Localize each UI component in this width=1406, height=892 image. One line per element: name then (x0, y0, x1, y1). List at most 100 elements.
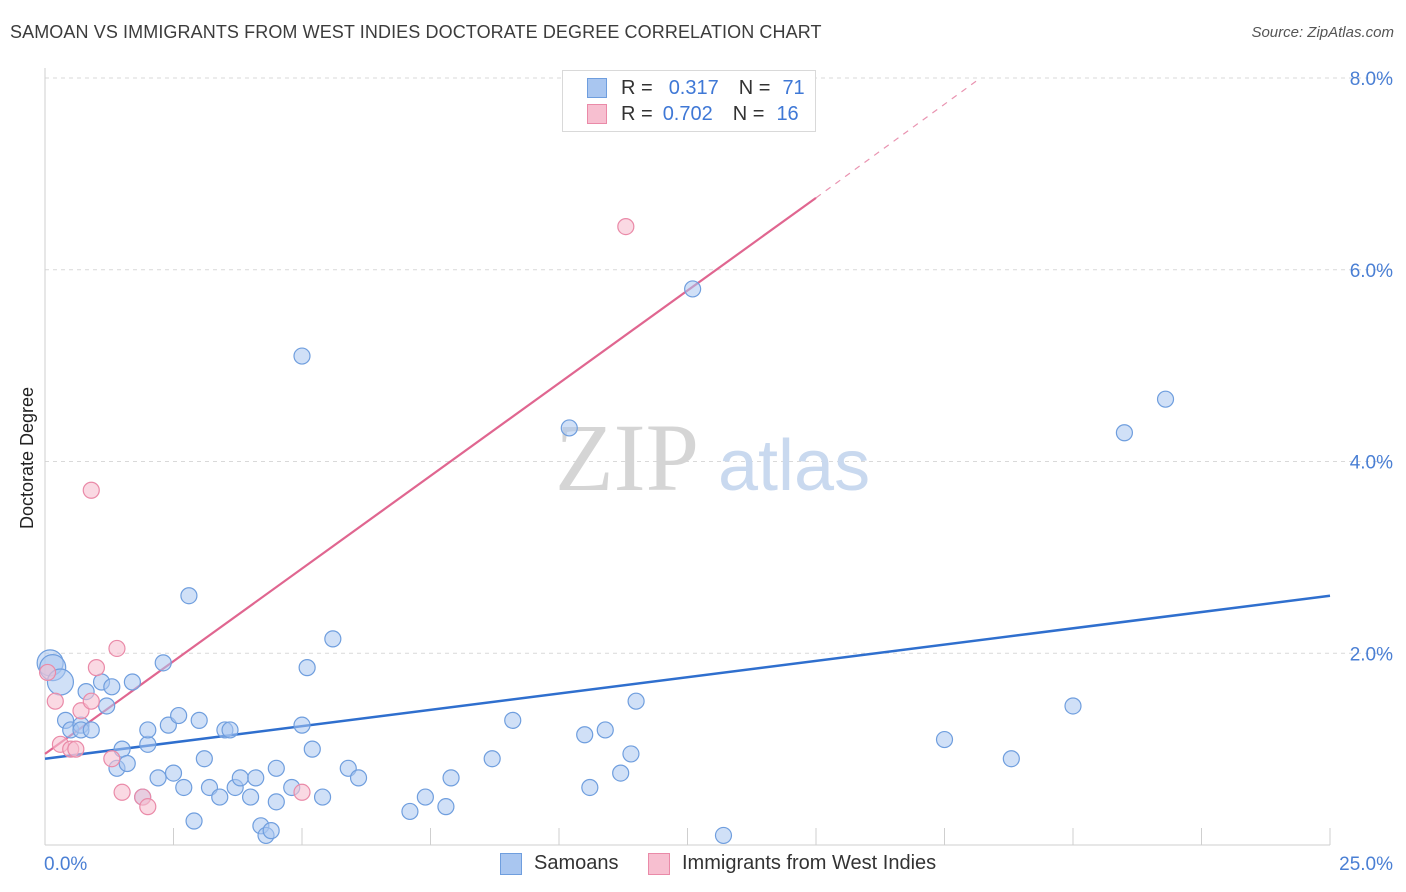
samoans-point (935, 730, 954, 749)
west-indies-trendline-extension (815, 77, 981, 199)
y-tick-label: 6.0% (1350, 261, 1393, 282)
correlation-legend: R = 0.317 N = 71 R = 0.702 N = 16 (562, 70, 816, 132)
samoans-point (170, 706, 188, 725)
samoans-point (684, 280, 702, 298)
watermark-atlas: atlas (718, 426, 870, 506)
samoans-point (596, 721, 614, 739)
samoans-point (139, 721, 157, 739)
n-label: N = (738, 76, 771, 99)
samoans-point (581, 778, 599, 797)
samoans-point (221, 721, 239, 739)
west-indies-point (108, 639, 126, 658)
samoans-point (1064, 697, 1082, 715)
n-value: 16 (776, 102, 799, 125)
n-value: 71 (782, 76, 805, 99)
samoans-point (324, 630, 342, 648)
samoans-point (293, 347, 311, 365)
r-value: 0.702 (662, 102, 713, 125)
samoans-point (298, 659, 316, 677)
west-indies-point (82, 481, 100, 499)
samoans-point (185, 812, 203, 830)
west-indies-legend-swatch (648, 852, 670, 875)
samoans-point (437, 798, 455, 816)
west-indies-point (113, 783, 131, 801)
samoans-point (195, 750, 213, 768)
west-indies-swatch (587, 104, 607, 124)
samoans-legend-label: Samoans (534, 852, 619, 874)
samoans-point (504, 711, 522, 729)
samoans-point (190, 711, 208, 729)
samoans-point (262, 822, 280, 840)
samoans-point (175, 778, 193, 797)
west-indies-point (67, 740, 85, 758)
samoans-point (1156, 390, 1175, 408)
data-points (36, 218, 1175, 845)
samoans-point (349, 769, 368, 787)
samoans-point (416, 788, 434, 806)
west-indies-legend-label: Immigrants from West Indies (682, 852, 937, 874)
samoans-point (139, 735, 157, 753)
watermark-zip: ZIP (555, 404, 699, 511)
west-indies-point (38, 663, 57, 682)
samoans-point (576, 726, 594, 744)
axes (44, 68, 1331, 846)
chart-title: SAMOAN VS IMMIGRANTS FROM WEST INDIES DO… (10, 22, 822, 42)
samoans-point (123, 673, 141, 691)
samoans-point (180, 587, 198, 605)
west-indies-point (82, 692, 100, 710)
west-indies-point (293, 783, 311, 801)
samoans-point (231, 769, 249, 787)
gridlines (45, 77, 1392, 654)
samoans-point (714, 826, 733, 845)
samoans-point (622, 745, 640, 763)
legend-item-west-indies: Immigrants from West Indies (648, 852, 936, 875)
r-label: R = (621, 76, 653, 99)
west-indies-point (46, 692, 64, 710)
legend-row-west-indies: R = 0.702 N = 16 (587, 101, 799, 127)
samoans-point (1002, 750, 1020, 768)
west-indies-point (103, 750, 121, 768)
watermark: ZIP atlas (555, 404, 870, 511)
samoans-point (242, 788, 260, 806)
x-tick-label-min: 0.0% (44, 854, 87, 875)
samoans-point (313, 788, 332, 806)
samoans-point (401, 802, 419, 821)
samoans-point (1115, 424, 1134, 442)
y-tick-label: 2.0% (1350, 644, 1393, 665)
samoans-point (154, 654, 172, 672)
x-tick-label-max: 25.0% (1339, 854, 1393, 875)
series-legend: Samoans Immigrants from West Indies (0, 852, 1406, 878)
samoans-point (442, 769, 460, 787)
samoans-point (98, 697, 116, 715)
samoans-point (303, 740, 321, 758)
samoans-point (247, 769, 265, 787)
samoans-swatch (587, 78, 607, 98)
n-label: N = (732, 102, 765, 125)
samoans-point (267, 759, 285, 777)
west-indies-point (139, 798, 157, 816)
samoans-point (483, 750, 501, 768)
samoans-point (211, 788, 229, 806)
y-tick-label: 4.0% (1350, 453, 1393, 474)
y-tick-label: 8.0% (1350, 69, 1393, 90)
r-value: 0.317 (668, 76, 719, 99)
samoans-point (560, 419, 578, 437)
samoans-trendline (44, 594, 1331, 760)
samoans-legend-swatch (500, 852, 522, 875)
west-indies-point (617, 218, 635, 236)
west-indies-point (87, 659, 106, 677)
samoans-point (267, 793, 285, 811)
legend-item-samoans: Samoans (500, 852, 619, 875)
samoans-point (82, 721, 100, 739)
chart-source: Source: ZipAtlas.com (1251, 24, 1394, 41)
samoans-point (103, 678, 121, 696)
samoans-point (293, 716, 311, 734)
samoans-point (164, 764, 183, 782)
r-label: R = (621, 102, 653, 125)
samoans-point (612, 764, 630, 782)
legend-row-samoans: R = 0.317 N = 71 (587, 75, 805, 101)
samoans-point (627, 692, 645, 710)
samoans-point (118, 754, 136, 773)
samoans-point (149, 769, 167, 787)
